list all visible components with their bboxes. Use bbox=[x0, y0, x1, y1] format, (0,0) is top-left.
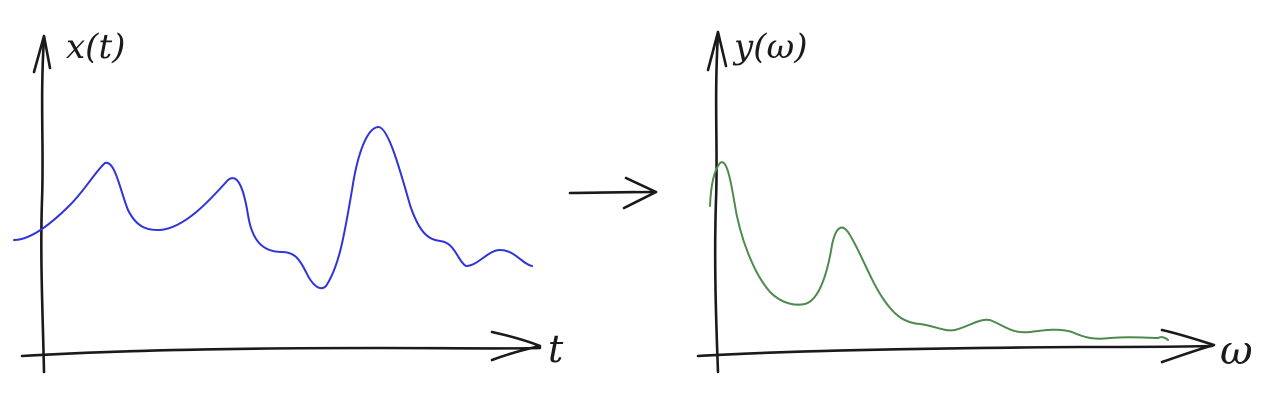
right-arrow-icon bbox=[568, 176, 658, 210]
signal-curve bbox=[13, 126, 533, 290]
right-y-axis bbox=[713, 32, 720, 374]
left-x-label: t bbox=[548, 327, 564, 371]
right-x-label: ω bbox=[1220, 328, 1253, 374]
right-x-axis bbox=[696, 344, 1214, 358]
left-y-arrowhead bbox=[32, 34, 52, 74]
left-plot bbox=[13, 34, 542, 374]
right-y-label: y(ω) bbox=[732, 27, 807, 67]
left-y-axis bbox=[40, 36, 46, 374]
right-y-arrowhead bbox=[706, 30, 728, 72]
left-y-label: x(t) bbox=[66, 27, 125, 67]
right-plot bbox=[696, 30, 1216, 374]
spectrum-curve bbox=[709, 161, 1169, 341]
right-x-arrowhead bbox=[1160, 328, 1216, 364]
left-x-arrowhead bbox=[490, 330, 542, 362]
left-x-axis bbox=[20, 346, 542, 358]
